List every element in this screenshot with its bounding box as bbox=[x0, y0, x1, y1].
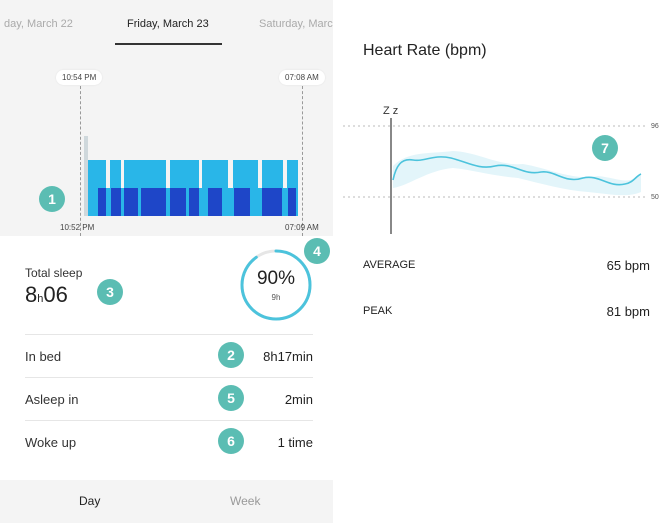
badge-6: 6 bbox=[218, 428, 244, 454]
woke-up-label: Woke up bbox=[25, 435, 77, 450]
total-sleep-label: Total sleep bbox=[25, 266, 83, 280]
total-minutes: 06 bbox=[43, 282, 68, 307]
awake-bar bbox=[84, 136, 88, 216]
bed-time-pill: 10:54 PM bbox=[56, 70, 103, 85]
awake-gap bbox=[199, 160, 202, 188]
total-hours: 8 bbox=[25, 282, 38, 307]
row-in-bed: In bed 8h17min bbox=[25, 334, 313, 377]
badge-7: 7 bbox=[592, 135, 618, 161]
heart-rate-title: Heart Rate (bpm) bbox=[363, 42, 487, 59]
deep-sleep-bar bbox=[124, 188, 138, 216]
badge-3: 3 bbox=[97, 279, 123, 305]
awake-gap bbox=[166, 160, 170, 188]
sleep-efficiency-arc bbox=[240, 249, 312, 321]
deep-sleep-bar bbox=[98, 188, 106, 216]
y-min-tick: 50 bbox=[651, 194, 659, 201]
deep-sleep-bar bbox=[262, 188, 282, 216]
wake-time-line bbox=[302, 86, 303, 236]
bed-time-line bbox=[80, 86, 81, 236]
view-tabs: Day Week bbox=[0, 480, 333, 523]
badge-1: 1 bbox=[39, 186, 65, 212]
deep-sleep-bar bbox=[189, 188, 199, 216]
awake-gap bbox=[121, 160, 124, 188]
total-hours-unit: h bbox=[37, 293, 44, 305]
total-sleep-value: 8h06 bbox=[25, 282, 68, 308]
date-next[interactable]: Saturday, Marc bbox=[259, 18, 333, 30]
wake-time-pill: 07:08 AM bbox=[279, 70, 325, 85]
tab-week[interactable]: Week bbox=[230, 494, 261, 508]
sleep-stages-svg bbox=[84, 136, 298, 216]
row-asleep-in: Asleep in 2min bbox=[25, 377, 313, 420]
awake-gap bbox=[258, 160, 262, 188]
average-label: AVERAGE bbox=[363, 259, 416, 271]
badge-5: 5 bbox=[218, 385, 244, 411]
awake-gap bbox=[106, 160, 110, 188]
deep-sleep-bar bbox=[141, 188, 166, 216]
average-value: 65 bpm bbox=[606, 258, 650, 273]
heart-rate-line bbox=[392, 156, 642, 186]
asleep-in-label: Asleep in bbox=[25, 392, 79, 407]
woke-up-value: 1 time bbox=[277, 435, 313, 450]
badge-4: 4 bbox=[304, 238, 330, 264]
heart-rate-chart: 96 50 Z z bbox=[343, 105, 659, 234]
deep-sleep-bar bbox=[234, 188, 250, 216]
sleep-start-label: 10:52 PM bbox=[60, 223, 95, 232]
in-bed-value: 8h17min bbox=[263, 349, 313, 364]
sleep-end-label: 07:09 AM bbox=[285, 223, 319, 232]
deep-sleep-bar bbox=[111, 188, 121, 216]
peak-label: PEAK bbox=[363, 305, 393, 317]
date-selector: day, March 22 Friday, March 23 Saturday,… bbox=[0, 0, 333, 46]
sleep-z-icon: Z z bbox=[383, 105, 398, 117]
awake-gap bbox=[228, 160, 233, 188]
heart-rate-band bbox=[393, 151, 641, 196]
y-max-tick: 96 bbox=[651, 123, 659, 130]
sleep-panel: day, March 22 Friday, March 23 Saturday,… bbox=[0, 0, 333, 523]
row-woke-up: Woke up 1 time bbox=[25, 420, 313, 463]
sleep-efficiency-percent: 90% bbox=[256, 268, 296, 289]
sleep-efficiency-ring bbox=[240, 249, 312, 321]
deep-sleep-bar bbox=[208, 188, 222, 216]
tab-day[interactable]: Day bbox=[79, 494, 101, 508]
date-current-underline bbox=[115, 43, 222, 45]
sleep-stages-chart: 10:54 PM 07:08 AM 10:52 PM 07:09 AM 1 bbox=[0, 46, 333, 236]
sleep-goal: 9h bbox=[271, 293, 281, 302]
deep-sleep-bar bbox=[170, 188, 186, 216]
date-prev[interactable]: day, March 22 bbox=[4, 18, 73, 30]
asleep-in-value: 2min bbox=[284, 392, 313, 407]
badge-2: 2 bbox=[218, 342, 244, 368]
date-current[interactable]: Friday, March 23 bbox=[127, 18, 209, 30]
peak-value: 81 bpm bbox=[606, 304, 650, 319]
deep-sleep-bar bbox=[288, 188, 296, 216]
heart-rate-panel: Heart Rate (bpm) 96 50 Z z 7 AVERAGE 65 … bbox=[333, 0, 668, 523]
in-bed-label: In bed bbox=[25, 349, 62, 364]
awake-gap bbox=[283, 160, 287, 188]
